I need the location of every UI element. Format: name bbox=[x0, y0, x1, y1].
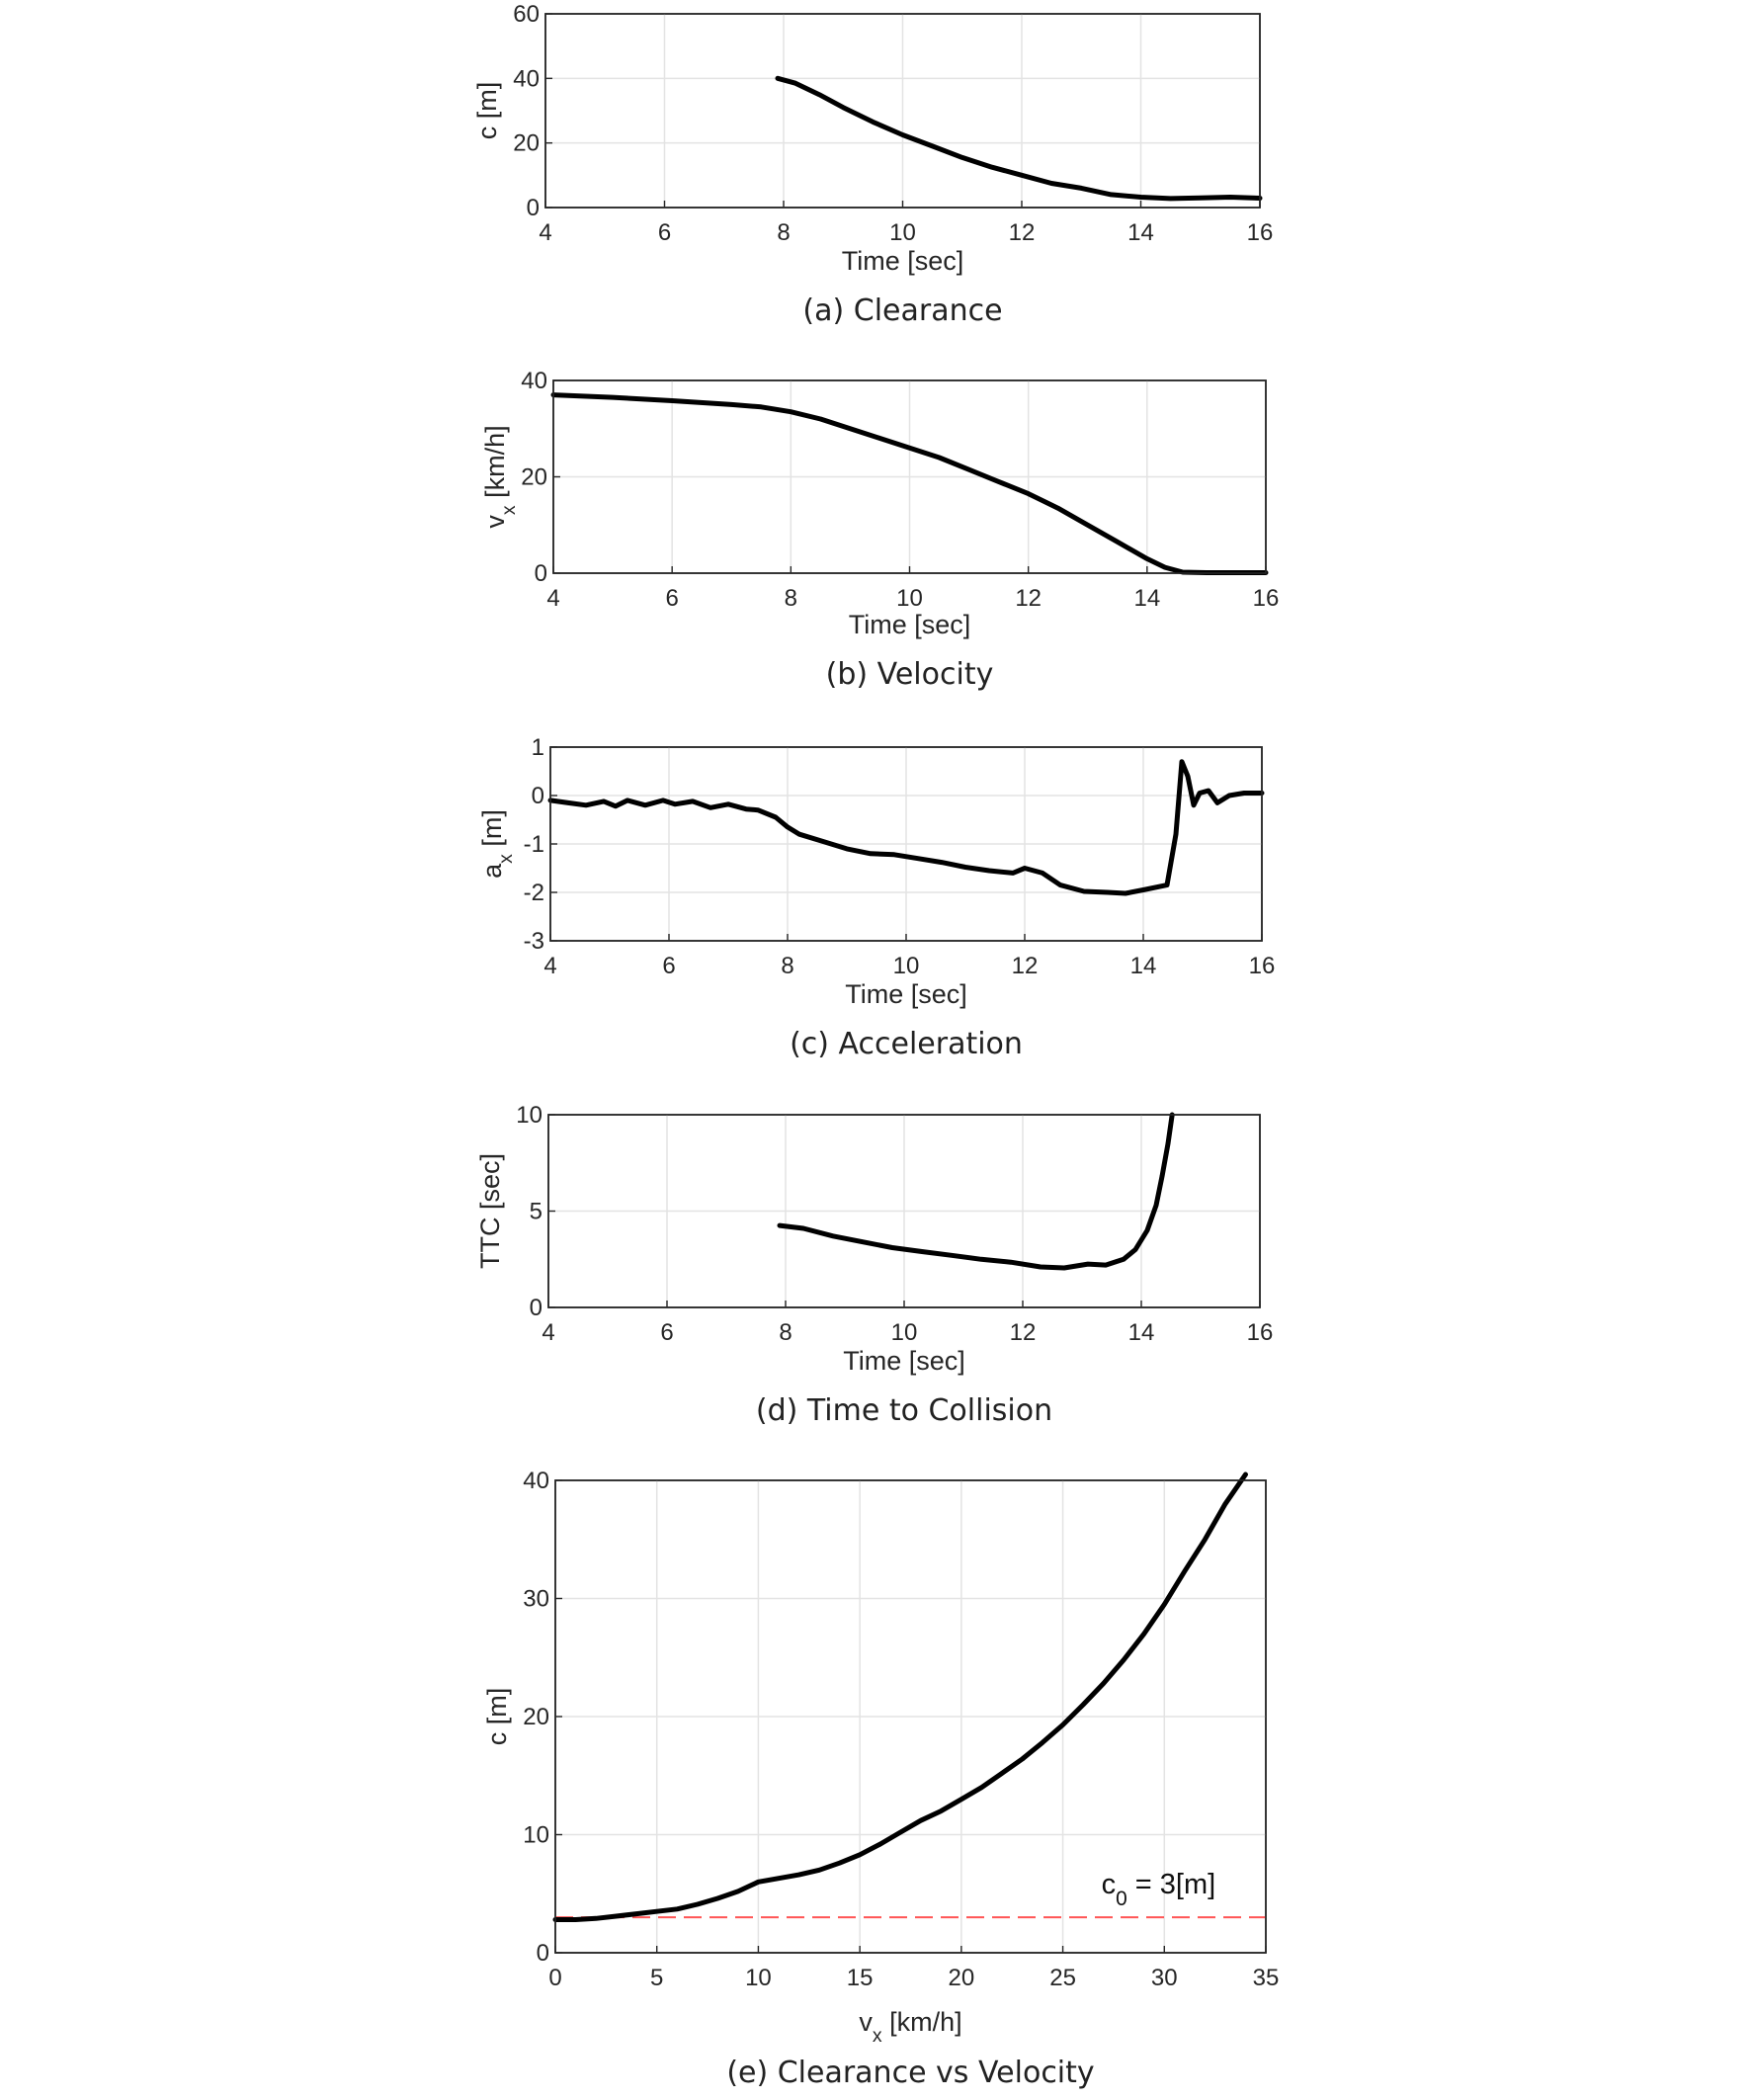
y-tick-label: 30 bbox=[523, 1586, 549, 1613]
x-tick-label: 8 bbox=[777, 219, 790, 246]
chart-c: 4 6 8 10 12 14 16 -3 -2 -1 0 1 Time [sec] ax [m] (c) A… bbox=[477, 734, 1275, 1061]
x-tick-label: 30 bbox=[1151, 1965, 1178, 1991]
x-tick-label: 4 bbox=[542, 1319, 554, 1346]
x-tick-label: 10 bbox=[896, 585, 923, 612]
x-tick-label: 25 bbox=[1049, 1965, 1076, 1991]
x-tick-label: 6 bbox=[658, 219, 671, 246]
x-tick-label: 12 bbox=[1015, 585, 1042, 612]
y-axis-label: vx [km/h] bbox=[480, 425, 520, 528]
x-axis-label: Time [sec] bbox=[842, 246, 964, 276]
y-axis-label: ax [m] bbox=[477, 809, 517, 879]
x-tick-label: 14 bbox=[1133, 585, 1160, 612]
y-tick-label: 40 bbox=[523, 1468, 549, 1494]
x-tick-label: 15 bbox=[847, 1965, 874, 1991]
x-tick-label: 35 bbox=[1253, 1965, 1280, 1991]
x-tick-label: 16 bbox=[1247, 1319, 1274, 1346]
y-tick-label: 0 bbox=[537, 1940, 549, 1967]
y-tick-label: 0 bbox=[532, 783, 544, 809]
series-line-b bbox=[550, 392, 1269, 575]
x-tick-label: 4 bbox=[539, 219, 551, 246]
caption-e: (e) Clearance vs Velocity bbox=[726, 2056, 1094, 2090]
x-axis-label: Time [sec] bbox=[849, 610, 971, 639]
x-tick-label: 4 bbox=[543, 953, 556, 979]
x-tick-label: 14 bbox=[1127, 219, 1154, 246]
series-line-a bbox=[775, 75, 1263, 202]
x-tick-label: 8 bbox=[779, 1319, 792, 1346]
x-tick-label: 16 bbox=[1247, 219, 1274, 246]
x-tick-label: 10 bbox=[891, 1319, 918, 1346]
caption-a: (a) Clearance bbox=[802, 294, 1002, 328]
x-tick-label: 5 bbox=[650, 1965, 663, 1991]
chart-a: 4 6 8 10 12 14 16 0 20 40 60 Time [sec] c [m] (a) Cle… bbox=[472, 1, 1273, 328]
y-tick-label: 10 bbox=[516, 1102, 542, 1129]
x-tick-label: 16 bbox=[1249, 953, 1276, 979]
x-axis-label: Time [sec] bbox=[843, 1346, 965, 1376]
y-tick-label: 60 bbox=[513, 1, 540, 28]
x-tick-label: 6 bbox=[660, 1319, 673, 1346]
y-tick-label: 40 bbox=[513, 65, 540, 92]
x-tick-label: 20 bbox=[949, 1965, 975, 1991]
y-tick-label: 10 bbox=[523, 1822, 549, 1849]
caption-b: (b) Velocity bbox=[826, 657, 994, 692]
x-tick-label: 10 bbox=[745, 1965, 772, 1991]
series-line-e bbox=[552, 1471, 1248, 1922]
y-tick-label: 0 bbox=[527, 195, 540, 221]
x-tick-label: 6 bbox=[662, 953, 675, 979]
x-tick-label: 10 bbox=[889, 219, 916, 246]
y-tick-label: 20 bbox=[521, 464, 547, 491]
x-tick-label: 14 bbox=[1128, 1319, 1155, 1346]
x-tick-label: 4 bbox=[546, 585, 559, 612]
y-tick-label: 0 bbox=[535, 560, 547, 587]
y-tick-label: -1 bbox=[524, 831, 544, 858]
y-tick-label: 20 bbox=[523, 1704, 549, 1730]
x-tick-label: 12 bbox=[1009, 219, 1036, 246]
series-line-d bbox=[777, 1112, 1175, 1271]
x-tick-label: 10 bbox=[893, 953, 920, 979]
x-tick-label: 14 bbox=[1130, 953, 1157, 979]
x-tick-label: 0 bbox=[548, 1965, 561, 1991]
y-tick-label: 20 bbox=[513, 130, 540, 157]
y-axis-label: c [m] bbox=[482, 1688, 512, 1746]
chart-b: 4 6 8 10 12 14 16 0 20 40 Time [sec] vx [km/h] (b) V… bbox=[480, 368, 1279, 692]
y-axis-label: TTC [sec] bbox=[475, 1153, 505, 1269]
x-tick-label: 6 bbox=[665, 585, 678, 612]
x-axis-label: Time [sec] bbox=[845, 979, 967, 1009]
y-axis-label: c [m] bbox=[472, 82, 502, 140]
x-tick-label: 16 bbox=[1253, 585, 1280, 612]
y-tick-label: 5 bbox=[530, 1199, 542, 1225]
chart-e: 0 5 10 15 20 25 30 35 0 10 20 30 40 vx [km/h] c [m] c0 … bbox=[482, 1468, 1279, 2090]
y-tick-label: 0 bbox=[530, 1295, 542, 1321]
caption-c: (c) Acceleration bbox=[790, 1027, 1023, 1061]
x-tick-label: 8 bbox=[781, 953, 793, 979]
x-tick-label: 8 bbox=[785, 585, 797, 612]
y-tick-label: -2 bbox=[524, 880, 544, 906]
x-tick-label: 12 bbox=[1010, 1319, 1037, 1346]
x-axis-label: vx [km/h] bbox=[859, 2007, 961, 2047]
y-tick-label: -3 bbox=[524, 928, 544, 955]
reference-line-label: c0 = 3[m] bbox=[1102, 1869, 1216, 1910]
y-tick-label: 40 bbox=[521, 368, 547, 394]
series-line-c bbox=[547, 759, 1265, 896]
y-tick-label: 1 bbox=[532, 734, 544, 761]
x-tick-label: 12 bbox=[1012, 953, 1039, 979]
caption-d: (d) Time to Collision bbox=[756, 1393, 1052, 1428]
